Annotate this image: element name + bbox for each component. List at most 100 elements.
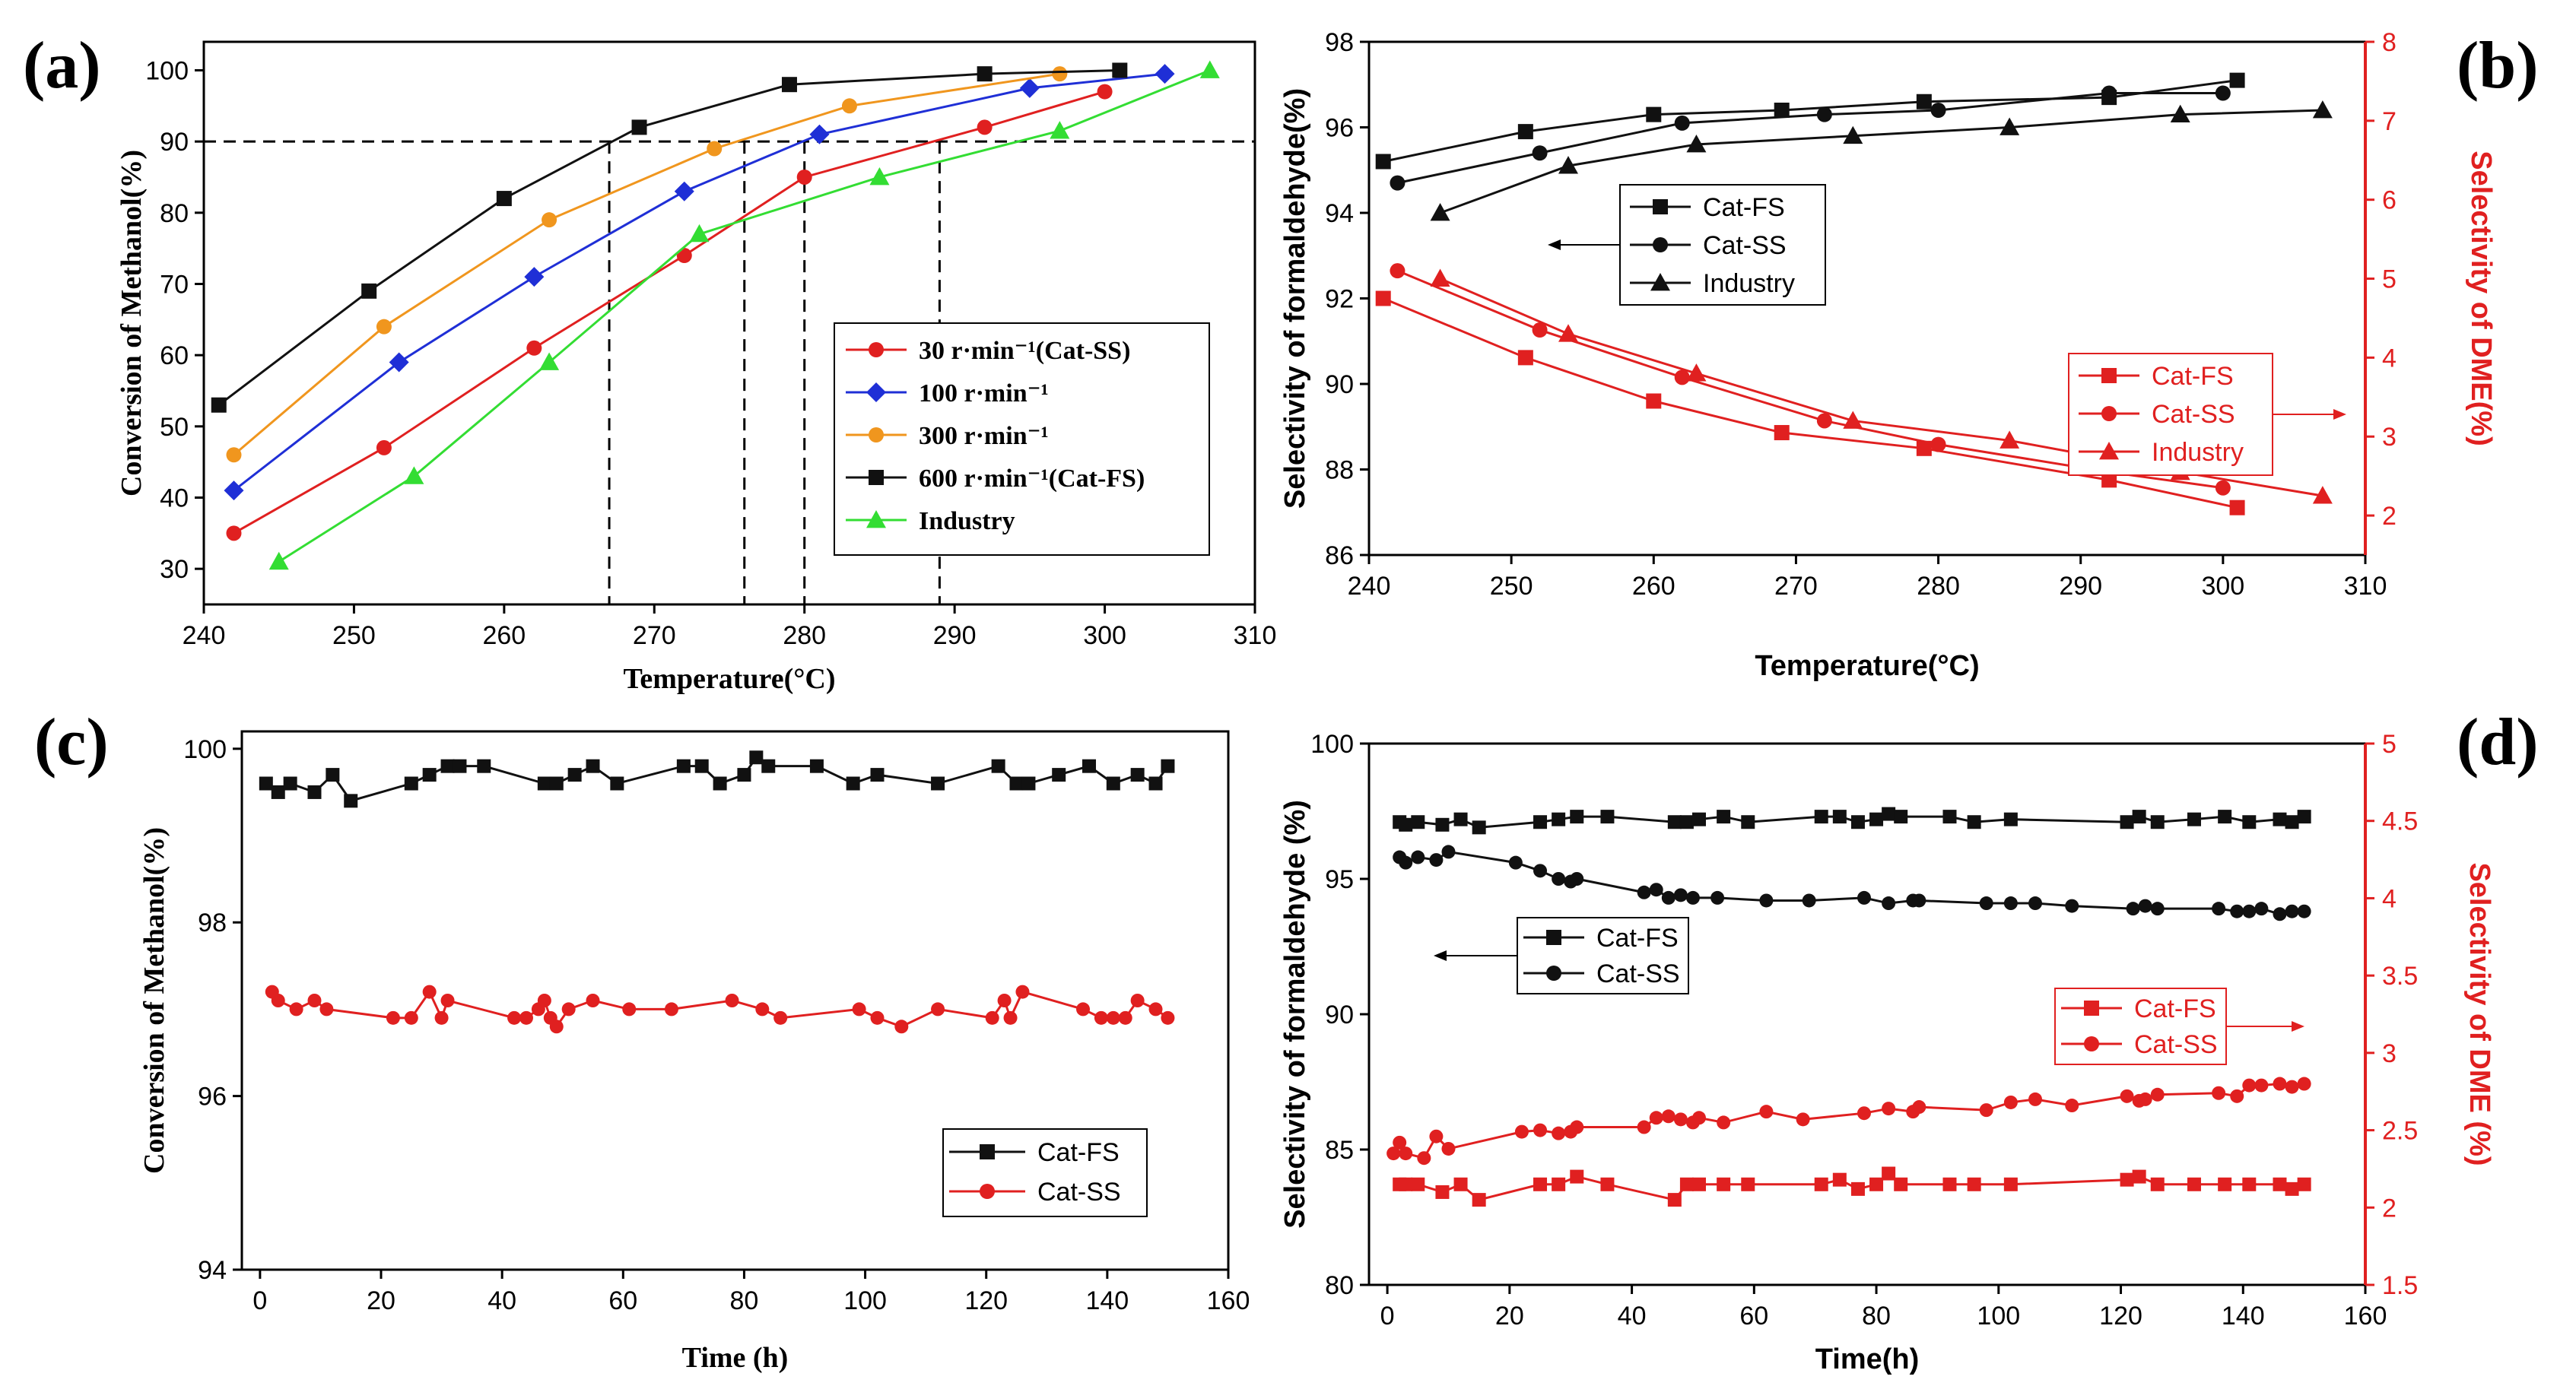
data-point (1816, 413, 1832, 429)
data-point (1691, 812, 1706, 826)
data-point (2285, 904, 2299, 918)
x-tick-label: 140 (1085, 1286, 1129, 1315)
x-tick-label: 20 (367, 1286, 395, 1315)
data-point (1686, 135, 1707, 153)
data-point (796, 169, 812, 185)
data-point (841, 98, 857, 114)
x-tick-label: 250 (1490, 572, 1533, 601)
legend: 30 r·min⁻¹(Cat-SS) 100 r·min⁻¹ 300 r·min⁻¹… (834, 322, 1210, 556)
y-axis-title: Selectivity of formaldehyde(%) (1279, 88, 1311, 509)
data-point (1517, 124, 1533, 140)
series-line (233, 72, 1060, 456)
data-point (2120, 1089, 2134, 1103)
data-point (991, 759, 1005, 773)
data-point (2242, 904, 2257, 918)
data-point (1649, 883, 1663, 897)
data-point (344, 794, 358, 808)
data-point (1674, 115, 1690, 131)
data-point (1667, 815, 1682, 829)
legend-marker (2101, 368, 2117, 383)
data-point (2028, 896, 2043, 911)
series-cat-ss (265, 985, 1175, 1034)
legend-dme: Cat-FS Cat-SS (2054, 988, 2227, 1065)
y-tick-label: 90 (1325, 1001, 1354, 1029)
x-tick-label: 310 (2344, 572, 2387, 601)
legend-label: 30 r·min⁻¹(Cat-SS) (919, 337, 1130, 365)
data-point (1097, 84, 1113, 100)
data-point (1558, 156, 1578, 174)
data-point (376, 319, 392, 335)
data-point (2242, 1177, 2257, 1191)
data-point (2150, 902, 2165, 916)
data-point (507, 1010, 522, 1025)
y2-tick-label: 2.5 (2382, 1117, 2418, 1146)
legend-box (942, 1128, 1148, 1217)
data-point (1429, 853, 1444, 867)
legend-label: Cat-SS (1703, 231, 1787, 260)
data-point (2242, 815, 2257, 829)
data-point (271, 994, 285, 1007)
y2-axis-title: Selectivity of DME (%) (2463, 862, 2495, 1166)
data-point (1050, 121, 1070, 139)
data-point (434, 1010, 449, 1025)
y2-axis-title: Selectivity of DME(%) (2465, 151, 2497, 446)
series-cat-fs (1375, 72, 2245, 170)
legend-marker (2084, 1001, 2099, 1016)
plot-frame (202, 40, 1256, 606)
x-axis-title: Temperature(°C) (623, 663, 835, 695)
y-axis-title: Conversion of Methanol(%) (116, 150, 148, 496)
data-point (694, 759, 709, 773)
x-tick-label: 300 (1083, 621, 1126, 650)
data-point (1021, 776, 1036, 791)
data-point (1916, 94, 1932, 109)
data-point (894, 1020, 909, 1034)
data-point (1717, 810, 1731, 824)
data-point (1552, 1177, 1566, 1191)
data-point (1673, 1112, 1688, 1127)
data-point (1390, 263, 1406, 279)
x-tick-label: 240 (1348, 572, 1391, 601)
x-tick-label: 120 (2099, 1302, 2142, 1330)
data-point (283, 776, 297, 791)
data-point (1570, 872, 1584, 886)
data-point (2138, 899, 2152, 913)
data-point (1435, 817, 1450, 832)
data-point (1552, 812, 1566, 826)
data-point (1894, 1177, 1908, 1191)
data-point (361, 283, 377, 299)
data-point (537, 994, 551, 1007)
data-point (1814, 1177, 1828, 1191)
data-point (1816, 106, 1832, 122)
chart-panel-c: (c) 0 20 40 60 80 100 120 140 160 94 96 98 100 Time (h… (34, 706, 1250, 1374)
data-point (386, 1010, 400, 1025)
y2-tick-label: 1.5 (2382, 1271, 2418, 1300)
data-point (1869, 1177, 1884, 1191)
x-tick-label: 290 (933, 621, 977, 650)
data-point (1710, 890, 1725, 905)
y2-tick-label: 4.5 (2382, 807, 2418, 836)
data-point (1661, 890, 1676, 905)
data-point (2285, 1080, 2299, 1094)
data-point (1429, 1129, 1444, 1143)
data-point (1375, 290, 1391, 306)
y2-tick-label: 2 (2382, 1194, 2397, 1223)
series-30-r-min-cat-ss- (226, 84, 1113, 541)
arrow-left-head (1434, 950, 1447, 961)
x-tick-label: 100 (1977, 1302, 2020, 1330)
x-tick-label: 140 (2222, 1302, 2265, 1330)
legend-marker (2099, 442, 2119, 460)
x-tick-label: 240 (183, 621, 226, 650)
data-point (761, 759, 776, 773)
y-tick-label: 98 (198, 909, 227, 937)
data-point (268, 551, 289, 570)
legend-marker (980, 1144, 995, 1159)
data-point (1199, 60, 1220, 78)
data-point (2126, 902, 2140, 916)
data-point (2003, 1095, 2018, 1109)
data-point (1869, 812, 1884, 826)
legend-marker (866, 510, 886, 528)
y-tick-label: 85 (1325, 1136, 1354, 1165)
data-point (567, 768, 582, 782)
data-point (326, 768, 340, 782)
series-100-r-min- (224, 64, 1175, 501)
